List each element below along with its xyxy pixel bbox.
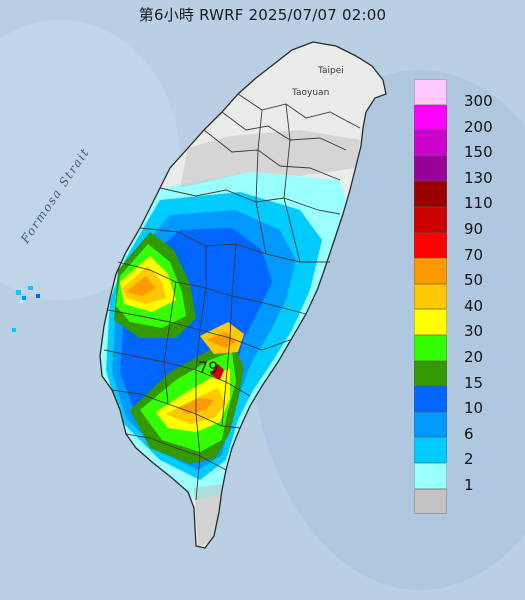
city-label-taoyuan: Taoyuan — [292, 88, 330, 98]
legend-swatch — [414, 232, 447, 259]
legend-label: 20 — [464, 347, 484, 366]
legend-label: 40 — [464, 296, 484, 315]
legend-item: 2 — [414, 437, 510, 468]
legend-item — [414, 488, 510, 515]
peak-rainfall-value: 79 — [198, 358, 219, 377]
legend-label: 150 — [464, 143, 493, 162]
legend-swatch — [414, 309, 447, 335]
legend-label: 200 — [464, 117, 493, 136]
legend-item: 6 — [414, 411, 510, 443]
legend-swatch — [414, 360, 447, 387]
legend-label: 10 — [464, 399, 484, 418]
legend-swatch — [414, 462, 447, 489]
legend-item: 150 — [414, 130, 510, 161]
legend-swatch — [414, 181, 447, 207]
legend-item: 130 — [414, 155, 510, 187]
legend-label: 300 — [464, 92, 493, 110]
legend-label: 30 — [464, 322, 484, 341]
legend-item: 70 — [414, 232, 510, 264]
legend-swatch — [414, 104, 447, 131]
legend-label: 15 — [464, 373, 484, 392]
legend-item: 10 — [414, 386, 510, 417]
map-title: 第6小時 RWRF 2025/07/07 02:00 — [138, 6, 387, 24]
legend-item: 300 — [414, 79, 510, 110]
legend-swatch — [414, 155, 447, 182]
city-label-taipei: Taipei — [318, 66, 344, 76]
legend-label: 6 — [464, 424, 474, 443]
legend-swatch — [414, 79, 447, 105]
legend-swatch — [414, 437, 447, 463]
legend-label: 90 — [464, 219, 484, 238]
legend-item: 90 — [414, 206, 510, 238]
legend-item: 30 — [414, 309, 510, 340]
rainfall-shading — [100, 130, 360, 546]
legend-label: 70 — [464, 245, 484, 264]
rainfall-legend: 300 200 150 130 110 90 70 50 40 30 20 15 10 6 2 1 — [414, 79, 510, 515]
legend-swatch — [414, 411, 447, 438]
legend-item: 50 — [414, 258, 510, 289]
legend-item: 40 — [414, 283, 510, 315]
penghu-islands — [12, 286, 40, 332]
legend-swatch — [414, 130, 447, 156]
coastline — [99, 41, 387, 549]
legend-item: 15 — [414, 360, 510, 392]
legend-label: 50 — [464, 271, 484, 290]
legend-item: 200 — [414, 104, 510, 136]
legend-label: 1 — [464, 475, 474, 494]
legend-swatch — [414, 283, 447, 310]
legend-swatch — [414, 386, 447, 412]
legend-label: 2 — [464, 450, 474, 469]
legend-item: 20 — [414, 334, 510, 366]
legend-swatch — [414, 334, 447, 361]
legend-swatch — [414, 206, 447, 233]
legend-swatch — [414, 258, 447, 284]
county-borders — [103, 93, 361, 501]
legend-item: 110 — [414, 181, 510, 212]
legend-item: 1 — [414, 462, 510, 494]
legend-label: 130 — [464, 168, 493, 187]
legend-swatch — [414, 488, 447, 515]
legend-label: 110 — [464, 194, 493, 213]
